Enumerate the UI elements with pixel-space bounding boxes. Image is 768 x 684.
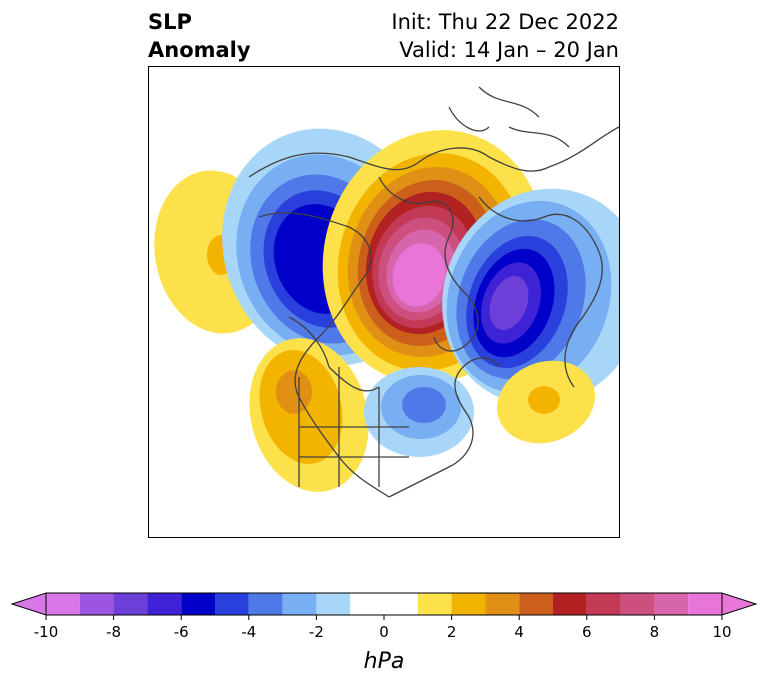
colorbar-segment bbox=[181, 593, 215, 615]
colorbar-tick-label: 6 bbox=[582, 623, 592, 641]
map-canvas bbox=[154, 86, 619, 498]
title-line-2: Anomaly bbox=[148, 38, 251, 62]
coastlines bbox=[248, 86, 619, 498]
colorbar-tick-label: 2 bbox=[447, 623, 457, 641]
init-date: Init: Thu 22 Dec 2022 bbox=[391, 10, 619, 34]
colorbar-segment bbox=[248, 593, 283, 615]
slp-anomaly-map bbox=[148, 66, 620, 538]
colorbar-extend-min bbox=[10, 592, 47, 616]
colorbar-label: hPa bbox=[364, 649, 405, 674]
colorbar-tick-label: 10 bbox=[712, 623, 731, 641]
east-canada-low bbox=[364, 367, 474, 457]
colorbar: -10 -8 -6 -4 -2 0 2 4 6 8 10 hPa bbox=[10, 592, 758, 674]
colorbar-segment bbox=[586, 593, 621, 615]
colorbar-segment bbox=[46, 593, 80, 615]
colorbar-segment bbox=[282, 593, 317, 615]
colorbar-segment bbox=[451, 593, 486, 615]
colorbar-extend-max bbox=[721, 592, 758, 616]
colorbar-segment bbox=[519, 593, 553, 615]
colorbar-segment bbox=[147, 593, 182, 615]
colorbar-tick-label: -2 bbox=[309, 623, 324, 641]
colorbar-segment bbox=[688, 593, 722, 615]
colorbar-segment bbox=[553, 593, 587, 615]
colorbar-ticks: -10 -8 -6 -4 -2 0 2 4 6 8 10 bbox=[34, 615, 732, 641]
colorbar-segment bbox=[417, 593, 452, 615]
colorbar-segment bbox=[79, 593, 114, 615]
colorbar-segments bbox=[10, 592, 758, 616]
map-title: SLP Anomaly bbox=[148, 8, 251, 64]
colorbar-tick-label: -4 bbox=[241, 623, 256, 641]
colorbar-segment bbox=[620, 593, 655, 615]
colorbar-tick-label: -10 bbox=[34, 623, 59, 641]
date-info: Init: Thu 22 Dec 2022 Valid: 14 Jan – 20… bbox=[391, 8, 619, 64]
colorbar-segment bbox=[350, 593, 418, 615]
title-line-1: SLP bbox=[148, 10, 192, 34]
colorbar-tick-label: 4 bbox=[514, 623, 524, 641]
valid-range: Valid: 14 Jan – 20 Jan bbox=[399, 38, 619, 62]
colorbar-segment bbox=[654, 593, 689, 615]
colorbar-tick-label: -8 bbox=[106, 623, 121, 641]
colorbar-segment bbox=[316, 593, 351, 615]
colorbar-segment bbox=[485, 593, 520, 615]
colorbar-segment bbox=[215, 593, 249, 615]
colorbar-segment bbox=[113, 593, 148, 615]
colorbar-tick-label: -6 bbox=[174, 623, 189, 641]
colorbar-tick-label: 0 bbox=[379, 623, 389, 641]
colorbar-tick-label: 8 bbox=[650, 623, 660, 641]
